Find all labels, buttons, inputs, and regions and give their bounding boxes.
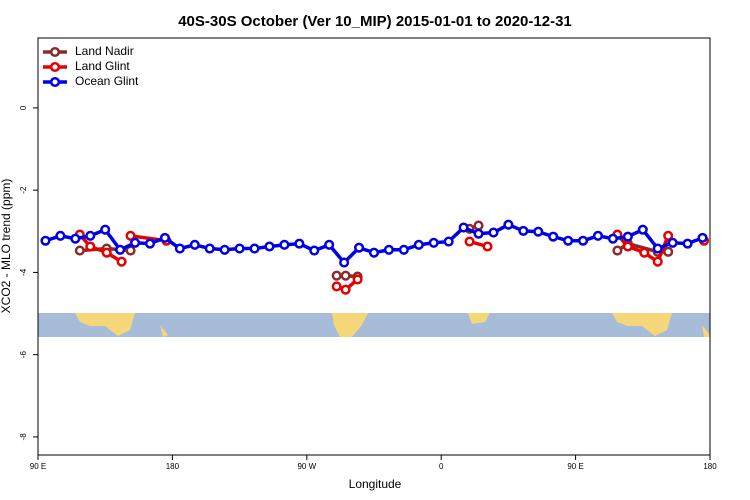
- chart-title: 40S-30S October (Ver 10_MIP) 2015-01-01 …: [178, 13, 572, 30]
- ocean: [38, 313, 710, 337]
- data-point: [622, 231, 633, 242]
- y-tick-label: -8: [19, 433, 28, 441]
- data-point: [398, 244, 409, 255]
- data-point: [488, 227, 499, 238]
- x-tick-label: 90 W: [297, 462, 316, 471]
- data-point: [383, 244, 394, 255]
- data-point: [174, 243, 185, 254]
- data-point: [294, 238, 305, 249]
- data-point: [592, 230, 604, 241]
- data-point: [85, 241, 96, 252]
- data-point: [578, 235, 589, 246]
- data-point: [518, 225, 529, 236]
- data-point: [159, 232, 170, 243]
- data-point: [40, 235, 51, 246]
- land: [468, 313, 490, 324]
- data-point: [652, 243, 663, 254]
- data-point: [413, 239, 424, 250]
- data-point: [548, 231, 559, 242]
- data-point: [639, 247, 650, 258]
- data-point: [264, 241, 275, 252]
- data-point: [115, 244, 126, 255]
- x-tick-label: 90 E: [567, 462, 583, 471]
- data-point: [101, 247, 112, 258]
- data-point: [204, 243, 215, 254]
- data-point: [458, 222, 469, 233]
- data-point: [339, 257, 350, 268]
- y-axis-label: XCO2 - MLO trend (ppm): [0, 179, 13, 314]
- data-point: [663, 246, 674, 257]
- data-point: [443, 236, 454, 247]
- data-point: [533, 226, 544, 237]
- data-point: [637, 224, 648, 235]
- x-tick-label: 90 E: [30, 462, 46, 471]
- map-band: [38, 313, 710, 337]
- data-point: [279, 239, 290, 250]
- data-point: [189, 239, 200, 250]
- data-point: [663, 230, 674, 241]
- data-point: [100, 224, 111, 235]
- data-point: [130, 237, 141, 248]
- y-tick-label: -2: [19, 186, 28, 194]
- legend-label: Land Glint: [75, 59, 130, 73]
- data-point: [85, 230, 96, 241]
- data-point: [697, 232, 708, 243]
- legend-label: Ocean Glint: [75, 74, 139, 88]
- data-point: [234, 243, 245, 254]
- data-point: [473, 220, 484, 231]
- data-point: [368, 247, 380, 258]
- land: [702, 325, 710, 337]
- data-point: [331, 270, 342, 281]
- data-point: [324, 239, 335, 250]
- x-tick-label: 0: [439, 462, 444, 471]
- x-tick-label: 180: [703, 462, 717, 471]
- data-point: [354, 242, 365, 253]
- data-point: [503, 219, 514, 230]
- data-point: [464, 236, 475, 247]
- land: [75, 313, 135, 336]
- data-point: [340, 270, 351, 281]
- legend-marker: [49, 76, 61, 88]
- y-tick-label: -6: [19, 351, 28, 359]
- data-point: [482, 241, 493, 252]
- legend-label: Land Nadir: [75, 44, 134, 58]
- data-point: [331, 281, 342, 292]
- data-point: [125, 230, 136, 241]
- series: [40, 219, 708, 268]
- data-point: [352, 274, 363, 285]
- data-point: [144, 238, 156, 249]
- data-point: [612, 245, 623, 256]
- legend-marker: [49, 46, 61, 58]
- data-point: [652, 256, 663, 267]
- x-axis-label: Longitude: [349, 477, 402, 491]
- data-point: [622, 241, 633, 252]
- data-point: [309, 245, 320, 256]
- y-tick-label: 0: [19, 105, 28, 110]
- data-point: [116, 256, 127, 267]
- plot-frame: [37, 37, 711, 456]
- data-point: [563, 235, 574, 246]
- data-point: [55, 230, 66, 241]
- y-tick-label: -4: [19, 268, 28, 276]
- data-point: [340, 284, 351, 295]
- land: [332, 313, 368, 337]
- legend-marker: [49, 61, 61, 73]
- series-line: [78, 233, 123, 264]
- land: [160, 325, 168, 337]
- x-tick-label: 180: [166, 462, 180, 471]
- data-point: [473, 228, 484, 239]
- data-point: [428, 237, 439, 248]
- data-point: [249, 243, 260, 254]
- land: [612, 313, 672, 336]
- data-point: [667, 237, 678, 248]
- data-point: [70, 233, 81, 244]
- data-point: [607, 233, 618, 244]
- data-point: [74, 245, 85, 256]
- data-point: [682, 238, 693, 249]
- data-point: [219, 244, 230, 255]
